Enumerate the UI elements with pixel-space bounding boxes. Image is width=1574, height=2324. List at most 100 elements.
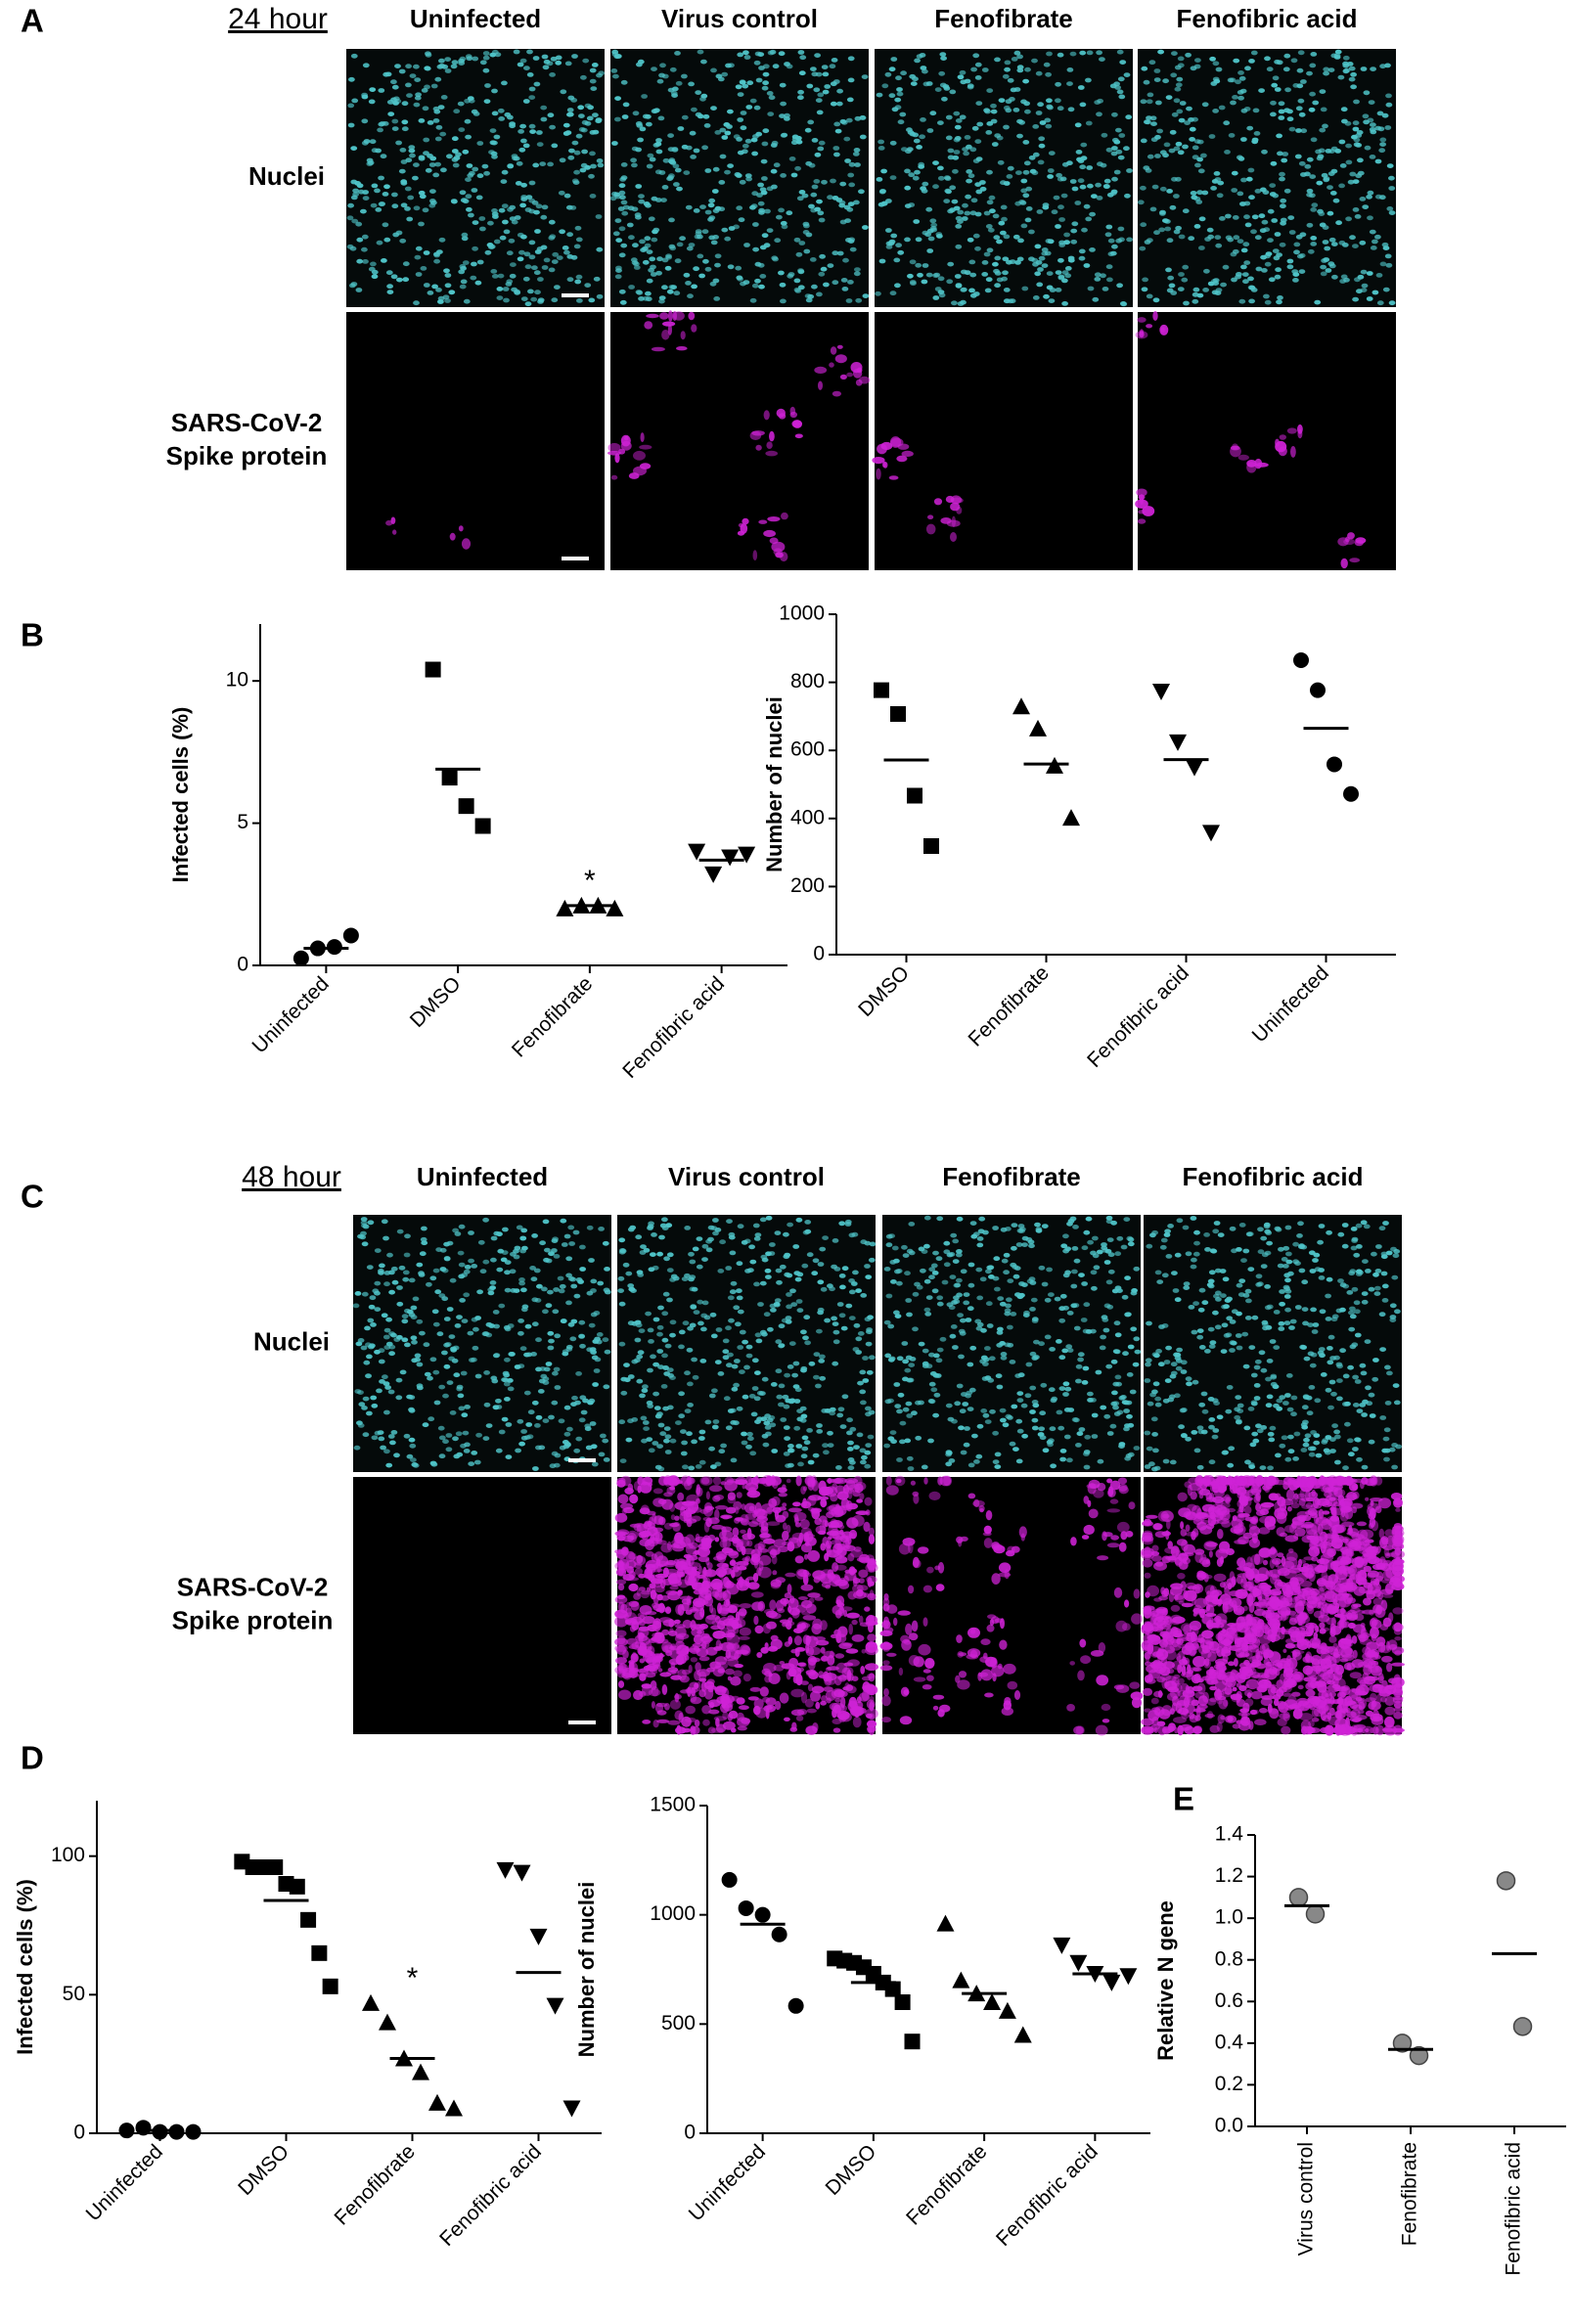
- nucleus: [933, 1392, 941, 1398]
- nucleus: [671, 86, 679, 92]
- panel-letter: D: [21, 1740, 44, 1776]
- nucleus: [503, 297, 510, 303]
- nucleus: [765, 1215, 773, 1221]
- nucleus: [1155, 100, 1162, 106]
- nucleus: [811, 1271, 819, 1276]
- nucleus: [408, 1277, 416, 1283]
- spike-signal: [646, 313, 659, 319]
- nucleus: [472, 220, 479, 226]
- nucleus: [1127, 1422, 1135, 1428]
- nucleus: [1105, 1363, 1113, 1369]
- nucleus: [499, 235, 507, 241]
- nucleus: [1247, 1267, 1255, 1272]
- nucleus: [1056, 1409, 1063, 1415]
- nucleus: [1338, 139, 1346, 145]
- spike-signal: [845, 1648, 859, 1654]
- nucleus: [502, 1227, 509, 1232]
- nucleus: [635, 121, 643, 126]
- nucleus: [657, 1305, 664, 1311]
- spike-signal: [770, 1638, 783, 1650]
- nucleus: [387, 1434, 395, 1439]
- spike-signal: [885, 1485, 899, 1496]
- spike-signal: [1107, 1488, 1116, 1498]
- nucleus: [1200, 153, 1207, 158]
- nucleus: [1276, 133, 1282, 139]
- nucleus: [897, 1392, 905, 1398]
- nucleus: [719, 154, 727, 159]
- nucleus: [395, 230, 403, 236]
- nucleus: [1367, 190, 1374, 196]
- nucleus: [1281, 1435, 1288, 1441]
- nucleus: [984, 1419, 992, 1424]
- spike-signal: [820, 1500, 828, 1507]
- nucleus: [1105, 147, 1113, 153]
- spike-signal: [763, 529, 776, 538]
- spike-signal: [651, 1567, 663, 1573]
- nucleus: [475, 1432, 482, 1438]
- nucleus: [1062, 1248, 1069, 1254]
- nucleus: [865, 1341, 873, 1347]
- nucleus: [504, 1270, 511, 1275]
- spike-signal: [1073, 1725, 1084, 1735]
- nucleus: [1192, 287, 1200, 292]
- spike-signal: [765, 1705, 773, 1711]
- nucleus: [361, 234, 369, 240]
- spike-signal: [657, 1602, 665, 1614]
- nucleus: [1009, 259, 1016, 264]
- nucleus: [451, 60, 459, 66]
- nucleus: [423, 283, 430, 288]
- nucleus: [951, 300, 958, 306]
- nucleus: [797, 50, 805, 55]
- nucleus: [831, 58, 838, 63]
- nucleus: [1064, 1386, 1072, 1392]
- nucleus: [1146, 1320, 1152, 1326]
- spike-signal: [836, 344, 843, 349]
- nucleus: [1247, 167, 1255, 173]
- nucleus: [816, 291, 823, 297]
- nucleus: [354, 1291, 362, 1296]
- nucleus: [1271, 82, 1279, 88]
- nucleus: [981, 260, 989, 265]
- spike-signal: [1090, 1650, 1104, 1657]
- row-label: Nuclei: [248, 161, 325, 191]
- nucleus: [574, 279, 582, 285]
- nucleus: [904, 1367, 912, 1373]
- nucleus: [655, 138, 662, 143]
- spike-signal: [667, 1720, 681, 1725]
- spike-signal: [727, 1492, 737, 1500]
- nucleus: [1184, 120, 1191, 125]
- nucleus: [552, 1236, 559, 1242]
- nucleus: [931, 1288, 939, 1294]
- nucleus: [570, 1318, 578, 1324]
- nucleus: [967, 1262, 975, 1268]
- nucleus: [751, 1358, 759, 1363]
- nucleus: [1002, 1422, 1010, 1428]
- nucleus: [428, 162, 436, 167]
- nucleus: [1022, 140, 1030, 145]
- nucleus: [1212, 1229, 1220, 1234]
- nucleus: [414, 254, 422, 260]
- nucleus: [413, 64, 420, 69]
- nucleus: [435, 288, 442, 292]
- nucleus: [1296, 83, 1304, 89]
- nucleus: [481, 1331, 489, 1337]
- nucleus: [1159, 150, 1167, 156]
- nucleus: [904, 168, 911, 174]
- nucleus: [1327, 1360, 1334, 1365]
- nucleus: [565, 1256, 573, 1262]
- spike-signal: [855, 1510, 869, 1515]
- nucleus: [1193, 196, 1201, 201]
- nucleus: [1297, 50, 1305, 56]
- nucleus: [714, 205, 722, 211]
- nucleus: [1263, 293, 1270, 299]
- nucleus: [817, 146, 825, 152]
- spike-signal: [769, 430, 775, 442]
- nucleus: [916, 145, 922, 150]
- nucleus: [862, 1378, 870, 1383]
- nucleus: [1222, 264, 1230, 270]
- nucleus: [497, 273, 505, 279]
- nucleus: [897, 249, 905, 255]
- nucleus: [783, 1254, 790, 1260]
- nucleus: [1389, 1303, 1397, 1309]
- spike-signal: [772, 1506, 782, 1514]
